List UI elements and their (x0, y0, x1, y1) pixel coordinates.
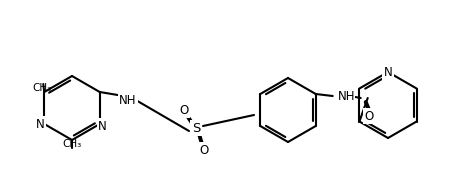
Text: O: O (200, 143, 209, 156)
Text: NH: NH (119, 93, 136, 106)
Text: N: N (36, 118, 45, 130)
Text: NH: NH (338, 89, 355, 102)
Text: O: O (179, 104, 188, 117)
Text: S: S (192, 121, 200, 134)
Text: N: N (383, 66, 392, 79)
Text: CH₃: CH₃ (33, 83, 52, 93)
Text: N: N (98, 120, 107, 133)
Text: CH₃: CH₃ (62, 139, 82, 149)
Text: O: O (364, 109, 373, 123)
